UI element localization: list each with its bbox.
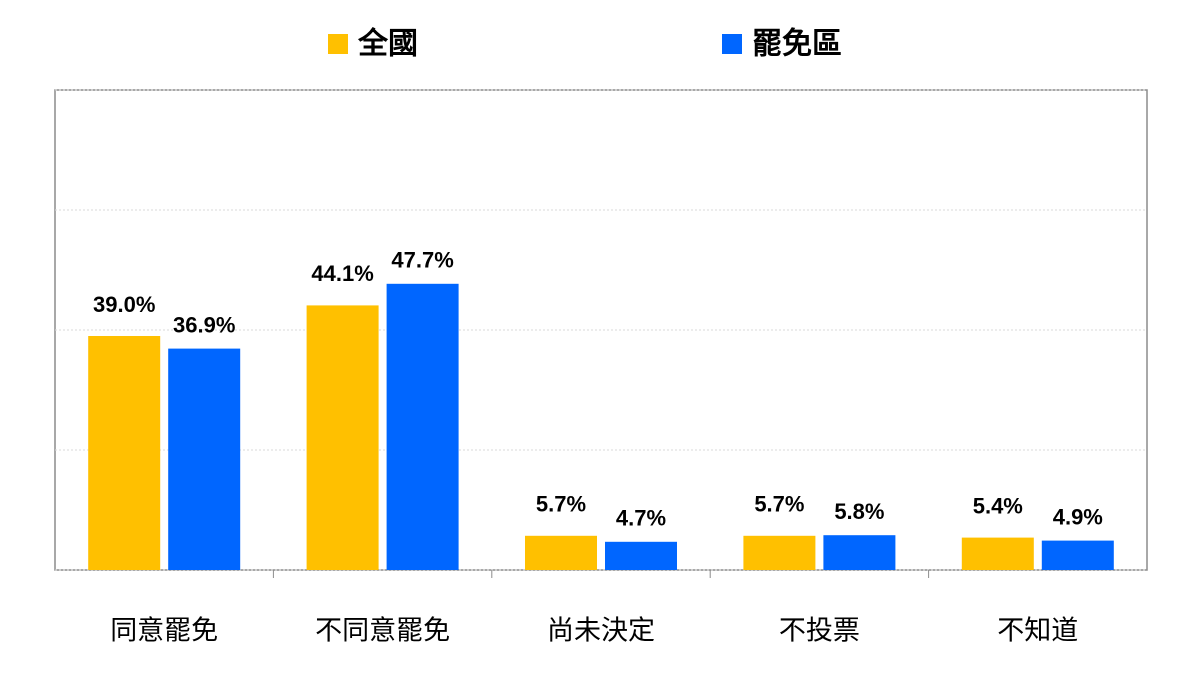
legend-label: 罷免區 (752, 27, 842, 62)
bar (743, 535, 816, 570)
x-tick-label: 不知道 (997, 616, 1078, 647)
value-label: 39.0% (93, 292, 155, 317)
bar (168, 348, 241, 570)
bar (605, 541, 677, 570)
bar (961, 537, 1034, 570)
value-label: 5.8% (834, 499, 884, 524)
bar (1041, 540, 1114, 570)
bar (386, 283, 459, 570)
value-label: 5.7% (536, 492, 586, 517)
x-tick-label: 尚未決定 (547, 616, 655, 647)
legend-swatch (328, 34, 348, 54)
bar (823, 535, 896, 570)
value-label: 4.7% (616, 506, 666, 531)
x-tick-label: 不投票 (779, 616, 860, 647)
value-label: 5.4% (973, 493, 1023, 518)
value-label: 5.7% (754, 492, 804, 517)
value-label: 36.9% (173, 312, 235, 337)
value-label: 44.1% (311, 261, 373, 286)
bar (88, 336, 161, 570)
value-label: 47.7% (391, 248, 453, 273)
value-label: 4.9% (1053, 504, 1103, 529)
legend-label: 全國 (357, 27, 418, 62)
bar (306, 305, 379, 570)
x-tick-label: 同意罷免 (110, 616, 218, 647)
bar (525, 535, 597, 570)
legend-swatch (722, 34, 742, 54)
x-tick-label: 不同意罷免 (315, 616, 450, 647)
